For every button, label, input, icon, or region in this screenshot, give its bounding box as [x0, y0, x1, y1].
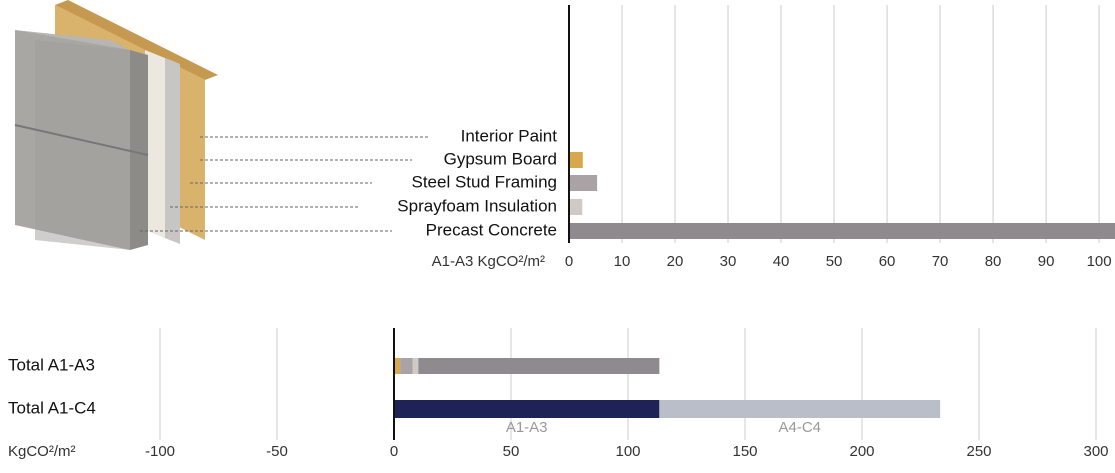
- x-tick-label: 0: [390, 443, 398, 460]
- bar: [569, 223, 1115, 239]
- category-label: Interior Paint: [461, 126, 558, 145]
- x-tick-label: 150: [732, 443, 757, 460]
- bar: [569, 199, 582, 215]
- x-tick-label: 300: [1083, 443, 1108, 460]
- x-tick-label: -100: [145, 443, 175, 460]
- x-tick-label: 250: [966, 443, 991, 460]
- stack-segment: [412, 358, 418, 374]
- x-tick-label: 20: [667, 253, 684, 270]
- x-tick-label: 30: [720, 253, 737, 270]
- x-tick-label: 10: [614, 253, 631, 270]
- category-label: Total A1-C4: [8, 398, 96, 417]
- axis-label: A1-A3 KgCO²/m²: [432, 253, 545, 270]
- x-tick-label: 70: [932, 253, 949, 270]
- x-tick-label: 90: [1038, 253, 1055, 270]
- category-label: Precast Concrete: [426, 220, 557, 239]
- stack-segment: [418, 358, 659, 374]
- wall-illustration: [15, 0, 218, 250]
- axis-label: KgCO²/m²: [8, 443, 76, 460]
- bar: [569, 152, 583, 168]
- x-tick-label: 50: [503, 443, 520, 460]
- category-label: Steel Stud Framing: [411, 172, 557, 191]
- page: 0 10 20 30 40 50 60 70 80 90 100 Interior Paint Gyps…: [0, 0, 1115, 473]
- x-tick-label: 100: [615, 443, 640, 460]
- stack-segment: [659, 400, 940, 418]
- series-label: A4-C4: [778, 419, 821, 436]
- category-label: Sprayfoam Insulation: [397, 196, 557, 215]
- x-tick-label: 0: [565, 253, 573, 270]
- x-tick-label: -50: [266, 443, 288, 460]
- x-tick-label: 50: [826, 253, 843, 270]
- x-tick-label: 40: [773, 253, 790, 270]
- category-label: Total A1-A3: [8, 355, 95, 374]
- stack-segment: [394, 400, 659, 418]
- stack-segment: [400, 358, 412, 374]
- series-label: A1-A3: [506, 419, 548, 436]
- x-tick-label: 80: [985, 253, 1002, 270]
- x-tick-label: 60: [879, 253, 896, 270]
- x-tick-label: 200: [849, 443, 874, 460]
- bar: [569, 175, 597, 191]
- category-label: Gypsum Board: [444, 149, 557, 168]
- x-tick-label: 100: [1087, 253, 1112, 270]
